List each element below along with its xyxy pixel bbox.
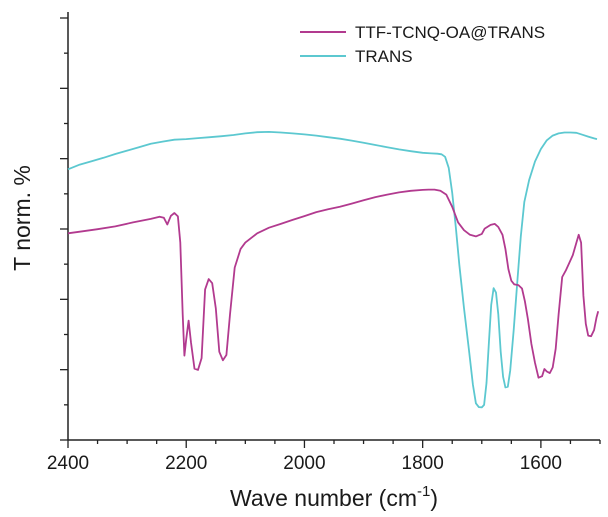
plot-area xyxy=(67,12,600,441)
legend: TTF-TCNQ-OA@TRANS TRANS xyxy=(300,23,545,66)
x-axis-title: Wave number (cm-1) xyxy=(230,483,438,511)
x-tick-label: 1600 xyxy=(520,453,562,474)
series-line-ttf-tcnq-oa-trans xyxy=(67,188,600,379)
x-tick-label: 2000 xyxy=(283,453,325,474)
x-tick-label: 1800 xyxy=(402,453,444,474)
series-layer xyxy=(67,131,600,409)
x-axis-title-superscript: -1 xyxy=(417,483,430,500)
y-axis xyxy=(60,17,68,441)
y-axis-title: T norm. % xyxy=(9,165,35,271)
x-tick-label: 2400 xyxy=(47,453,89,474)
legend-label: TRANS xyxy=(355,47,413,66)
x-axis-title-main: Wave number (cm xyxy=(230,485,417,511)
series-line-trans xyxy=(67,131,598,409)
x-axis-title-suffix: ) xyxy=(430,485,438,511)
legend-label: TTF-TCNQ-OA@TRANS xyxy=(355,23,545,42)
x-tick-label: 2200 xyxy=(165,453,207,474)
x-axis: 2400 2200 2000 1800 1600 xyxy=(47,440,601,474)
